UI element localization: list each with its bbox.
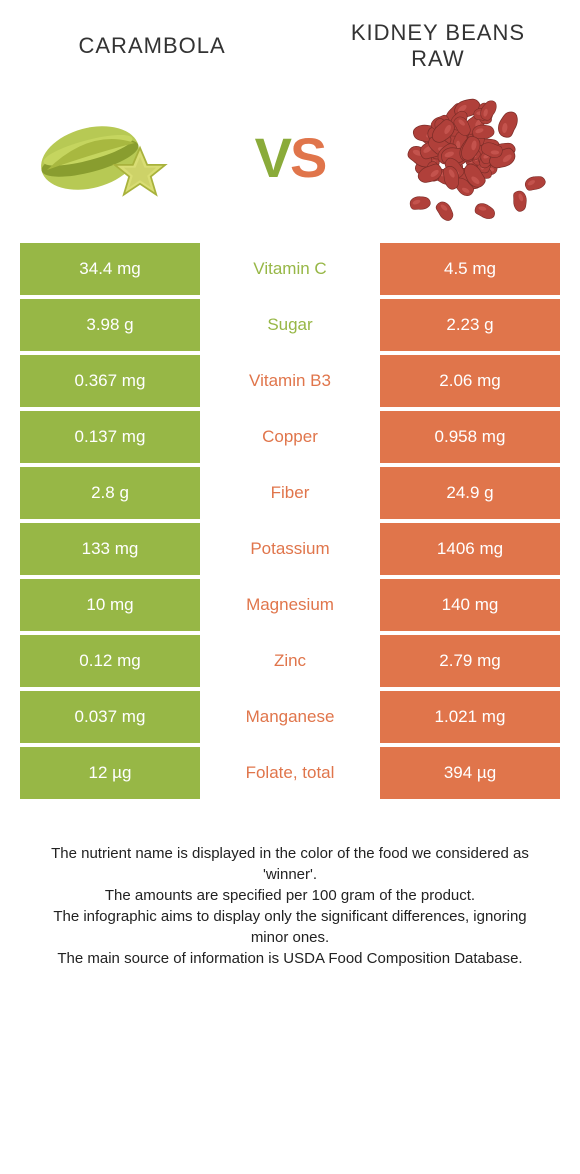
carambola-image bbox=[30, 93, 190, 223]
nutrient-name: Zinc bbox=[200, 635, 380, 687]
left-value: 3.98 g bbox=[20, 299, 200, 351]
footer-line: The infographic aims to display only the… bbox=[40, 906, 540, 948]
table-row: 133 mgPotassium1406 mg bbox=[20, 523, 560, 575]
nutrient-name: Vitamin C bbox=[200, 243, 380, 295]
nutrient-table: 34.4 mgVitamin C4.5 mg3.98 gSugar2.23 g0… bbox=[20, 243, 560, 799]
table-row: 12 µgFolate, total394 µg bbox=[20, 747, 560, 799]
vs-s: S bbox=[290, 126, 325, 189]
left-value: 0.12 mg bbox=[20, 635, 200, 687]
right-value: 0.958 mg bbox=[380, 411, 560, 463]
right-value: 2.06 mg bbox=[380, 355, 560, 407]
nutrient-name: Manganese bbox=[200, 691, 380, 743]
nutrient-name: Vitamin B3 bbox=[200, 355, 380, 407]
footer-notes: The nutrient name is displayed in the co… bbox=[0, 803, 580, 969]
left-value: 0.137 mg bbox=[20, 411, 200, 463]
right-value: 2.79 mg bbox=[380, 635, 560, 687]
table-row: 0.12 mgZinc2.79 mg bbox=[20, 635, 560, 687]
left-value: 34.4 mg bbox=[20, 243, 200, 295]
right-value: 394 µg bbox=[380, 747, 560, 799]
vs-label: VS bbox=[255, 125, 326, 190]
footer-line: The amounts are specified per 100 gram o… bbox=[40, 885, 540, 906]
right-value: 4.5 mg bbox=[380, 243, 560, 295]
left-value: 12 µg bbox=[20, 747, 200, 799]
table-row: 0.367 mgVitamin B32.06 mg bbox=[20, 355, 560, 407]
table-row: 2.8 gFiber24.9 g bbox=[20, 467, 560, 519]
table-row: 34.4 mgVitamin C4.5 mg bbox=[20, 243, 560, 295]
nutrient-name: Copper bbox=[200, 411, 380, 463]
right-value: 1406 mg bbox=[380, 523, 560, 575]
table-row: 10 mgMagnesium140 mg bbox=[20, 579, 560, 631]
kidney-beans-image bbox=[390, 93, 550, 223]
vs-v: V bbox=[255, 126, 290, 189]
right-value: 24.9 g bbox=[380, 467, 560, 519]
right-food-title: KIDNEY BEANS RAW bbox=[336, 20, 540, 73]
nutrient-name: Magnesium bbox=[200, 579, 380, 631]
nutrient-name: Fiber bbox=[200, 467, 380, 519]
footer-line: The main source of information is USDA F… bbox=[40, 948, 540, 969]
nutrient-name: Sugar bbox=[200, 299, 380, 351]
right-value: 140 mg bbox=[380, 579, 560, 631]
left-value: 0.037 mg bbox=[20, 691, 200, 743]
left-value: 133 mg bbox=[20, 523, 200, 575]
left-food-title: CARAMBOLA bbox=[50, 33, 254, 59]
nutrient-name: Potassium bbox=[200, 523, 380, 575]
table-row: 3.98 gSugar2.23 g bbox=[20, 299, 560, 351]
footer-line: The nutrient name is displayed in the co… bbox=[40, 843, 540, 885]
table-row: 0.037 mgManganese1.021 mg bbox=[20, 691, 560, 743]
nutrient-name: Folate, total bbox=[200, 747, 380, 799]
left-value: 2.8 g bbox=[20, 467, 200, 519]
table-row: 0.137 mgCopper0.958 mg bbox=[20, 411, 560, 463]
left-value: 10 mg bbox=[20, 579, 200, 631]
left-value: 0.367 mg bbox=[20, 355, 200, 407]
right-value: 2.23 g bbox=[380, 299, 560, 351]
right-value: 1.021 mg bbox=[380, 691, 560, 743]
